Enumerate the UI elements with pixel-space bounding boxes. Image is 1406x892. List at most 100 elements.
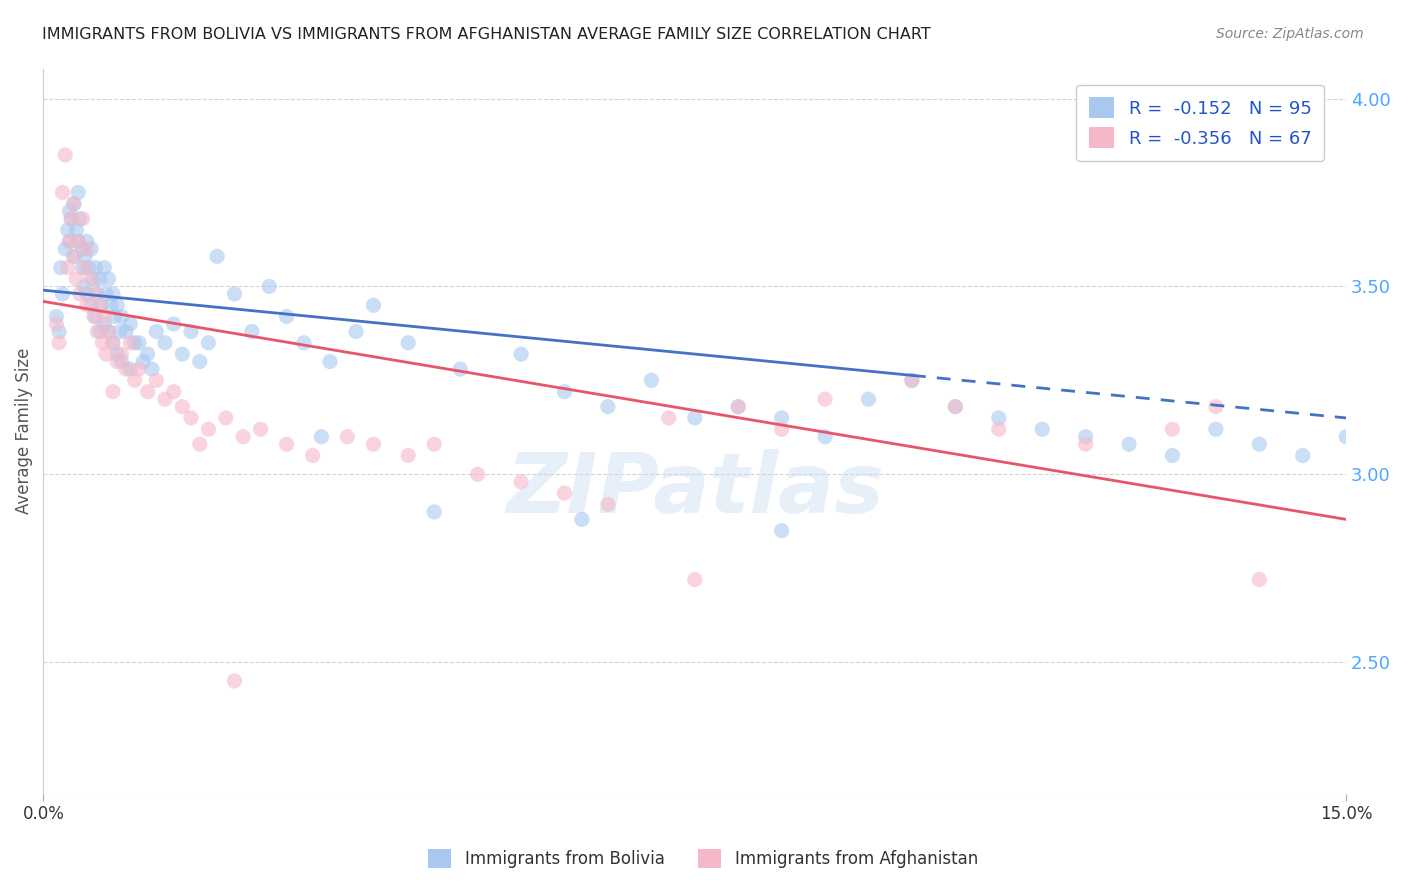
Point — [319, 354, 342, 368]
Point — [77, 260, 100, 275]
Point — [100, 298, 122, 312]
Point — [56, 223, 79, 237]
Point — [115, 362, 138, 376]
Point — [51, 186, 73, 200]
Point — [45, 317, 67, 331]
Point — [344, 325, 367, 339]
Point — [163, 384, 186, 399]
Point — [1074, 437, 1097, 451]
Y-axis label: Average Family Size: Average Family Size — [15, 348, 32, 515]
Point — [84, 310, 107, 324]
Point — [571, 512, 593, 526]
Point — [467, 467, 489, 482]
Point — [363, 298, 385, 312]
Point — [249, 422, 271, 436]
Point — [45, 310, 67, 324]
Point — [93, 260, 115, 275]
Point — [53, 242, 76, 256]
Point — [943, 400, 966, 414]
Point — [145, 325, 167, 339]
Point — [89, 272, 111, 286]
Point — [553, 486, 575, 500]
Point — [105, 347, 128, 361]
Point — [311, 430, 333, 444]
Point — [145, 373, 167, 387]
Point — [396, 449, 419, 463]
Point — [110, 347, 132, 361]
Point — [83, 310, 105, 324]
Point — [396, 335, 419, 350]
Point — [101, 335, 124, 350]
Point — [67, 186, 90, 200]
Point — [62, 196, 84, 211]
Point — [84, 260, 107, 275]
Point — [120, 362, 142, 376]
Point — [180, 325, 202, 339]
Point — [124, 335, 146, 350]
Point — [276, 437, 298, 451]
Point — [90, 298, 112, 312]
Point — [153, 392, 176, 406]
Point — [1205, 422, 1227, 436]
Point — [132, 354, 155, 368]
Point — [62, 249, 84, 263]
Point — [62, 196, 84, 211]
Point — [172, 347, 194, 361]
Legend: Immigrants from Bolivia, Immigrants from Afghanistan: Immigrants from Bolivia, Immigrants from… — [422, 842, 984, 875]
Point — [48, 335, 70, 350]
Point — [510, 475, 533, 489]
Point — [240, 325, 263, 339]
Point — [1205, 400, 1227, 414]
Point — [814, 392, 837, 406]
Point — [197, 422, 219, 436]
Point — [1074, 430, 1097, 444]
Point — [136, 347, 159, 361]
Point — [110, 310, 132, 324]
Point — [640, 373, 662, 387]
Point — [257, 279, 280, 293]
Point — [172, 400, 194, 414]
Point — [596, 497, 619, 511]
Point — [1292, 449, 1315, 463]
Point — [683, 411, 706, 425]
Point — [901, 373, 924, 387]
Point — [423, 505, 446, 519]
Point — [89, 298, 111, 312]
Point — [104, 310, 127, 324]
Point — [858, 392, 880, 406]
Point — [101, 287, 124, 301]
Point — [51, 287, 73, 301]
Point — [901, 373, 924, 387]
Point — [188, 437, 211, 451]
Point — [120, 317, 142, 331]
Point — [49, 260, 72, 275]
Point — [683, 573, 706, 587]
Point — [105, 354, 128, 368]
Point — [69, 287, 91, 301]
Point — [91, 335, 114, 350]
Point — [93, 317, 115, 331]
Point — [205, 249, 228, 263]
Point — [97, 272, 120, 286]
Text: Source: ZipAtlas.com: Source: ZipAtlas.com — [1216, 27, 1364, 41]
Point — [128, 335, 150, 350]
Point — [987, 411, 1010, 425]
Point — [449, 362, 471, 376]
Point — [83, 272, 105, 286]
Point — [76, 235, 98, 249]
Point — [943, 400, 966, 414]
Point — [1249, 573, 1271, 587]
Point — [60, 211, 83, 226]
Point — [72, 260, 94, 275]
Point — [115, 325, 138, 339]
Point — [276, 310, 298, 324]
Point — [141, 362, 163, 376]
Point — [215, 411, 238, 425]
Point — [1118, 437, 1140, 451]
Point — [136, 384, 159, 399]
Point — [1161, 449, 1184, 463]
Point — [301, 449, 323, 463]
Text: IMMIGRANTS FROM BOLIVIA VS IMMIGRANTS FROM AFGHANISTAN AVERAGE FAMILY SIZE CORRE: IMMIGRANTS FROM BOLIVIA VS IMMIGRANTS FR… — [42, 27, 931, 42]
Legend: R =  -0.152   N = 95, R =  -0.356   N = 67: R = -0.152 N = 95, R = -0.356 N = 67 — [1076, 85, 1324, 161]
Point — [1161, 422, 1184, 436]
